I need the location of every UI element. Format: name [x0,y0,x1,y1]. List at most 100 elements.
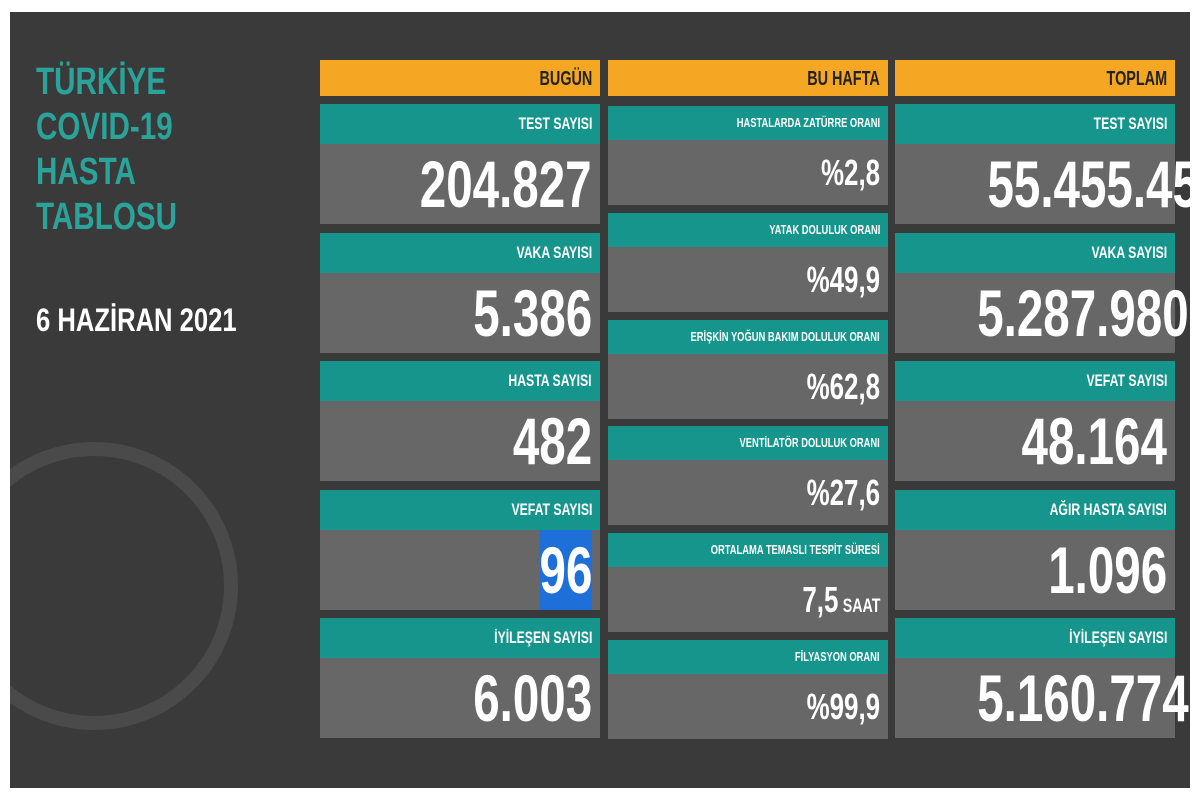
value-unit: SAAT [842,595,880,618]
stat-cell: VEFAT SAYISI 96 [320,489,600,610]
stat-label: İYİLEŞEN SAYISI [320,618,600,658]
stat-label: VENTİLATÖR DOLULUK ORANI [608,426,888,461]
stat-value: 5.386 [320,273,592,353]
value-number: %99,9 [806,686,880,727]
value-number: 1.096 [1048,532,1167,607]
value-number: 96 [539,529,592,610]
title-line: COVID-19 [36,106,173,148]
header-text: BUGÜN [539,68,592,90]
label-text: ERİŞKİN YOĞUN BAKIM DOLULUK ORANI [690,328,880,344]
title-line: HASTA [36,151,136,193]
stat-value: 482 [320,401,592,481]
value-text: 55.455.452 [987,144,1190,224]
stat-cell: İYİLEŞEN SAYISI 5.160.774 [895,618,1189,738]
stat-cell: VAKA SAYISI 5.287.980 [895,232,1189,353]
header-text: TOPLAM [1106,68,1167,90]
label-text: HASTALARDA ZATÜRRE ORANI [736,115,880,130]
stat-value: 5.160.774 [895,658,1188,738]
stat-label: ORTALAMA TEMASLI TESPİT SÜRESİ [608,533,888,568]
value-text: %2,8 [821,140,880,205]
stat-label: İYİLEŞEN SAYISI [895,618,1175,658]
value-text: 5.386 [473,273,592,353]
stat-cell: VAKA SAYISI 5.386 [320,232,600,353]
stat-label: HASTA SAYISI [320,361,600,401]
label-text: VEFAT SAYISI [1086,371,1167,390]
label-text: VAKA SAYISI [516,242,592,262]
value-text: 204.827 [420,144,592,224]
stat-cell: TEST SAYISI 55.455.452 [895,104,1190,224]
header-text: BU HAFTA [807,68,880,90]
stat-label: VAKA SAYISI [320,232,600,273]
stat-label: HASTALARDA ZATÜRRE ORANI [608,106,888,140]
label-text: İYİLEŞEN SAYISI [1068,628,1167,647]
stat-label: VAKA SAYISI [895,232,1175,273]
stat-cell: İYİLEŞEN SAYISI 6.003 [320,618,600,738]
value-number: 5.287.980 [977,275,1189,350]
value-number: 482 [512,404,592,478]
label-text: TEST SAYISI [1093,114,1167,133]
stat-cell: HASTA SAYISI 482 [320,361,600,481]
value-number: 204.827 [420,147,592,221]
stat-value: 7,5 SAAT [608,567,880,632]
value-number: %2,8 [820,152,880,193]
stat-label: TEST SAYISI [895,104,1175,144]
value-number: %27,6 [806,472,880,514]
stat-value: 1.096 [895,530,1167,610]
value-number: %49,9 [806,258,880,300]
stat-cell: TEST SAYISI 204.827 [320,104,600,224]
stat-value: %2,8 [608,140,880,205]
value-text: 1.096 [1048,530,1167,610]
stat-cell: YATAK DOLULUK ORANI %49,9 [608,212,888,312]
stat-value: 55.455.452 [895,144,1190,224]
value-text: 482 [513,401,592,481]
value-text: 7,5 SAAT [802,567,880,639]
stat-cell: VENTİLATÖR DOLULUK ORANI %27,6 [608,426,888,526]
stat-value: %99,9 [608,674,880,739]
value-text: %99,9 [807,674,880,739]
board: TÜRKİYE COVID-19 HASTA TABLOSU 6 HAZİRAN 20… [10,12,1190,788]
value-number: 5.386 [473,275,592,350]
stat-label: VEFAT SAYISI [895,361,1175,401]
label-text: İYİLEŞEN SAYISI [493,628,592,647]
value-text: 48.164 [1022,401,1167,481]
value-number: %62,8 [806,365,880,407]
label-text: VENTİLATÖR DOLULUK ORANI [739,435,880,451]
label-text: VEFAT SAYISI [511,499,592,519]
column-header: BU HAFTA [608,60,888,96]
stat-label: FİLYASYON ORANI [608,640,888,674]
value-number: 5.160.774 [977,661,1189,735]
stat-value: %62,8 [608,354,880,419]
title-line: TÜRKİYE [36,61,167,103]
value-text: 5.160.774 [977,658,1188,738]
title-line: TABLOSU [36,196,178,238]
stat-value: 5.287.980 [895,273,1188,353]
stat-cell: ORTALAMA TEMASLI TESPİT SÜRESİ 7,5 SAAT [608,533,888,633]
label-text: VAKA SAYISI [1091,242,1167,262]
stat-label: AĞIR HASTA SAYISI [895,489,1175,530]
column-header: BUGÜN [320,60,600,96]
stat-value: 96 [320,529,592,610]
value-text: %49,9 [807,247,880,312]
stat-label: YATAK DOLULUK ORANI [608,212,888,247]
value-number: 7,5 [801,579,838,621]
column-header: TOPLAM [895,60,1175,96]
value-text: 96 [539,529,592,610]
stat-value: 48.164 [895,401,1167,481]
stat-value: 6.003 [320,658,592,738]
stat-value: %49,9 [608,247,880,312]
label-text: ORTALAMA TEMASLI TESPİT SÜRESİ [710,542,880,558]
stat-value: %27,6 [608,460,880,525]
stat-value: 204.827 [320,144,592,224]
label-text: AĞIR HASTA SAYISI [1049,499,1167,519]
value-text: %27,6 [807,460,880,525]
value-text: %62,8 [807,354,880,419]
date: 6 HAZİRAN 2021 [36,302,237,338]
value-text: 6.003 [473,658,592,738]
stat-cell: FİLYASYON ORANI %99,9 [608,640,888,739]
stat-cell: AĞIR HASTA SAYISI 1.096 [895,489,1175,610]
value-number: 6.003 [473,661,592,735]
label-text: FİLYASYON ORANI [795,649,880,664]
label-text: TEST SAYISI [518,114,592,133]
value-number: 48.164 [1021,404,1167,478]
